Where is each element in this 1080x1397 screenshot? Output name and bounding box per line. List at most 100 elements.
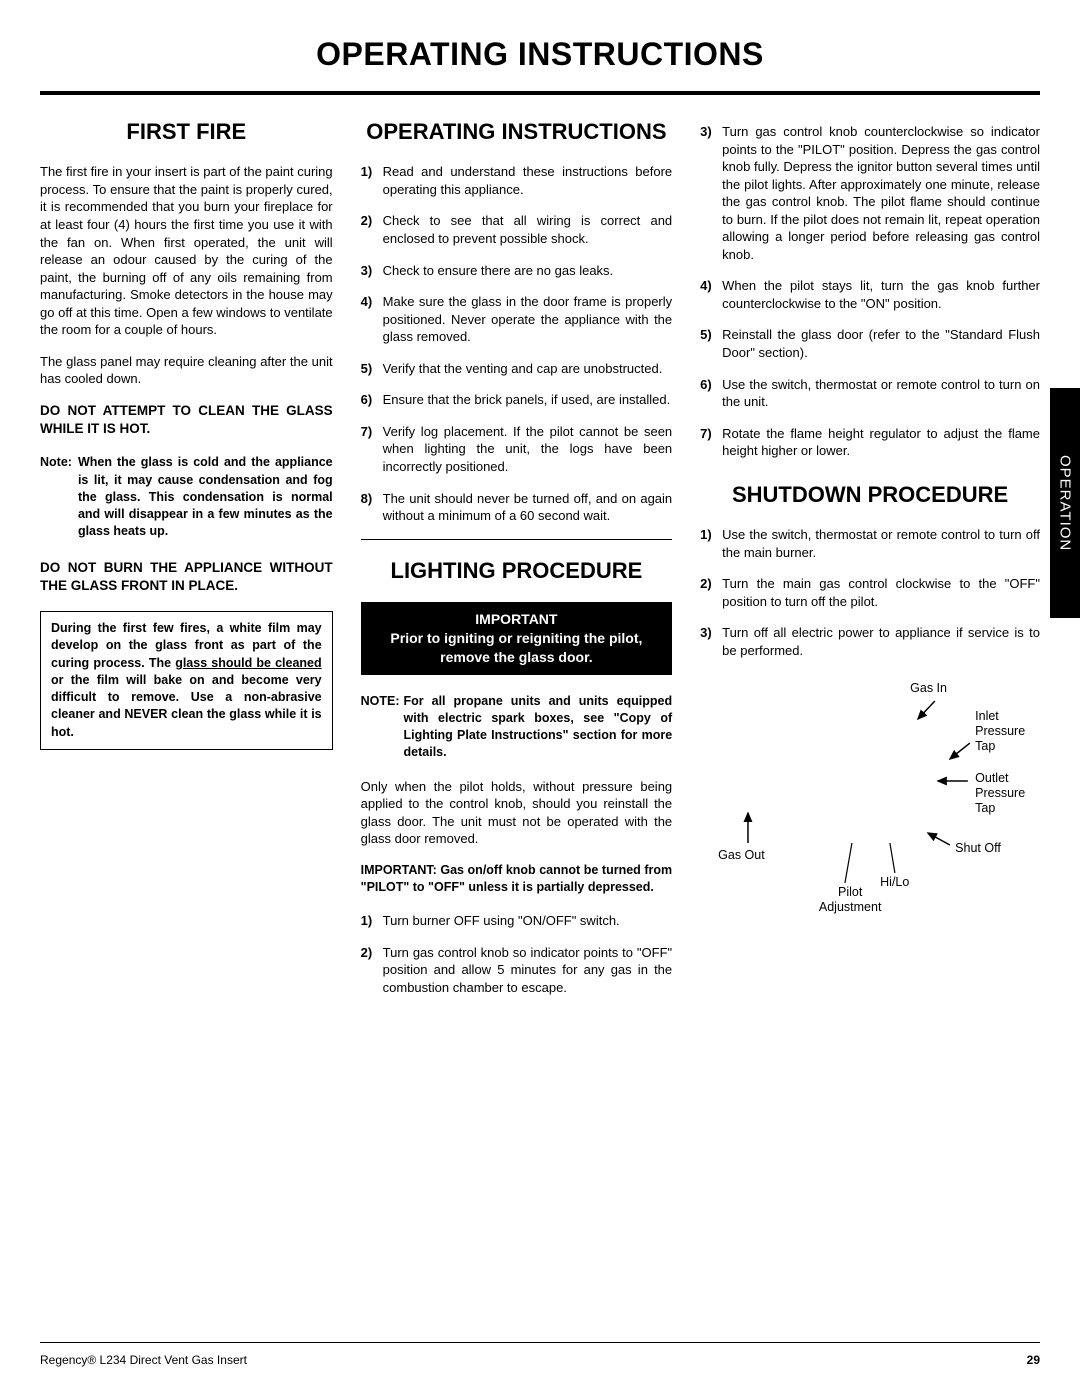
note-text: When the glass is cold and the appliance… bbox=[78, 454, 333, 540]
important-body: Prior to igniting or reigniting the pilo… bbox=[390, 630, 642, 665]
list-number: 4) bbox=[700, 277, 722, 312]
boxed-underline: glass should be cleaned bbox=[175, 656, 321, 670]
list-item: 2)Turn the main gas control clockwise to… bbox=[700, 575, 1040, 610]
list-item: 6)Use the switch, thermostat or remote c… bbox=[700, 376, 1040, 411]
operating-heading: OPERATING INSTRUCTIONS bbox=[361, 119, 673, 145]
list-item: 3)Check to ensure there are no gas leaks… bbox=[361, 262, 673, 280]
list-text: Turn gas control knob counterclockwise s… bbox=[722, 123, 1040, 263]
list-text: Turn the main gas control clockwise to t… bbox=[722, 575, 1040, 610]
boxed-b: or the film will bake on and become very… bbox=[51, 673, 322, 739]
lighting-note: NOTE: For all propane units and units eq… bbox=[361, 693, 673, 762]
label-inlet: Inlet Pressure Tap bbox=[975, 709, 1035, 754]
label-shutoff: Shut Off bbox=[955, 841, 1001, 855]
page-title: OPERATING INSTRUCTIONS bbox=[40, 36, 1040, 73]
list-item: 5)Reinstall the glass door (refer to the… bbox=[700, 326, 1040, 361]
list-number: 1) bbox=[361, 163, 383, 198]
list-text: Check to ensure there are no gas leaks. bbox=[383, 262, 673, 280]
footer: Regency® L234 Direct Vent Gas Insert 29 bbox=[40, 1353, 1040, 1367]
list-text: Check to see that all wiring is correct … bbox=[383, 212, 673, 247]
divider-1 bbox=[361, 539, 673, 540]
list-text: Read and understand these instructions b… bbox=[383, 163, 673, 198]
side-tab: OPERATION bbox=[1050, 388, 1080, 618]
list-text: Turn off all electric power to appliance… bbox=[722, 624, 1040, 659]
label-pilot-adj-text: Pilot Adjustment bbox=[810, 885, 890, 915]
columns: FIRST FIRE The first fire in your insert… bbox=[40, 119, 1040, 1011]
note-label: Note: bbox=[40, 454, 78, 540]
list-text: Verify that the venting and cap are unob… bbox=[383, 360, 673, 378]
lighting-impnote: IMPORTANT: Gas on/off knob cannot be tur… bbox=[361, 862, 673, 897]
list-number: 6) bbox=[361, 391, 383, 409]
footer-page: 29 bbox=[1027, 1353, 1040, 1367]
list-item: 3)Turn gas control knob counterclockwise… bbox=[700, 123, 1040, 263]
list-item: 6)Ensure that the brick panels, if used,… bbox=[361, 391, 673, 409]
list-number: 2) bbox=[361, 944, 383, 997]
top-rule bbox=[40, 91, 1040, 95]
list-item: 1)Use the switch, thermostat or remote c… bbox=[700, 526, 1040, 561]
label-outlet-text: Outlet Pressure Tap bbox=[975, 771, 1035, 816]
list-item: 1)Turn burner OFF using "ON/OFF" switch. bbox=[361, 912, 673, 930]
column-operating: OPERATING INSTRUCTIONS 1)Read and unders… bbox=[361, 119, 673, 1011]
page: OPERATING INSTRUCTIONS FIRST FIRE The fi… bbox=[0, 0, 1080, 1397]
list-text: Verify log placement. If the pilot canno… bbox=[383, 423, 673, 476]
list-item: 1)Read and understand these instructions… bbox=[361, 163, 673, 198]
first-fire-p1: The first fire in your insert is part of… bbox=[40, 163, 333, 338]
list-item: 4)Make sure the glass in the door frame … bbox=[361, 293, 673, 346]
list-number: 2) bbox=[700, 575, 722, 610]
list-item: 2)Turn gas control knob so indicator poi… bbox=[361, 944, 673, 997]
list-text: Make sure the glass in the door frame is… bbox=[383, 293, 673, 346]
shutdown-heading: SHUTDOWN PROCEDURE bbox=[700, 482, 1040, 508]
list-item: 7)Rotate the flame height regulator to a… bbox=[700, 425, 1040, 460]
list-number: 2) bbox=[361, 212, 383, 247]
list-number: 8) bbox=[361, 490, 383, 525]
list-text: Ensure that the brick panels, if used, a… bbox=[383, 391, 673, 409]
list-number: 3) bbox=[700, 123, 722, 263]
first-fire-boxed: During the first few fires, a white film… bbox=[40, 611, 333, 750]
important-header: IMPORTANT bbox=[367, 610, 667, 629]
first-fire-warn1: DO NOT ATTEMPT TO CLEAN THE GLASS WHILE … bbox=[40, 402, 333, 438]
list-number: 7) bbox=[700, 425, 722, 460]
list-item: 8)The unit should never be turned off, a… bbox=[361, 490, 673, 525]
label-gas-in: Gas In bbox=[910, 681, 947, 695]
list-number: 4) bbox=[361, 293, 383, 346]
label-inlet-text: Inlet Pressure Tap bbox=[975, 709, 1035, 754]
lighting-heading: LIGHTING PROCEDURE bbox=[361, 558, 673, 584]
list-text: When the pilot stays lit, turn the gas k… bbox=[722, 277, 1040, 312]
first-fire-p2: The glass panel may require cleaning aft… bbox=[40, 353, 333, 388]
column-first-fire: FIRST FIRE The first fire in your insert… bbox=[40, 119, 333, 1011]
list-number: 5) bbox=[700, 326, 722, 361]
list-number: 3) bbox=[361, 262, 383, 280]
lighting-list-37: 3)Turn gas control knob counterclockwise… bbox=[700, 123, 1040, 460]
lighting-note-label: NOTE: bbox=[361, 693, 404, 762]
list-text: The unit should never be turned off, and… bbox=[383, 490, 673, 525]
list-text: Reinstall the glass door (refer to the "… bbox=[722, 326, 1040, 361]
list-text: Use the switch, thermostat or remote con… bbox=[722, 376, 1040, 411]
list-text: Use the switch, thermostat or remote con… bbox=[722, 526, 1040, 561]
column-right: 3)Turn gas control knob counterclockwise… bbox=[700, 119, 1040, 1011]
list-number: 1) bbox=[361, 912, 383, 930]
lighting-p1: Only when the pilot holds, without press… bbox=[361, 778, 673, 848]
label-pilot-adj: Pilot Adjustment bbox=[810, 885, 890, 915]
list-item: 3)Turn off all electric power to applian… bbox=[700, 624, 1040, 659]
shutdown-list: 1)Use the switch, thermostat or remote c… bbox=[700, 526, 1040, 659]
lighting-note-text: For all propane units and units equipped… bbox=[404, 693, 673, 762]
list-item: 2)Check to see that all wiring is correc… bbox=[361, 212, 673, 247]
list-number: 3) bbox=[700, 624, 722, 659]
side-tab-label: OPERATION bbox=[1057, 455, 1074, 551]
list-text: Turn gas control knob so indicator point… bbox=[383, 944, 673, 997]
important-box: IMPORTANT Prior to igniting or reignitin… bbox=[361, 602, 673, 675]
list-number: 5) bbox=[361, 360, 383, 378]
list-text: Rotate the flame height regulator to adj… bbox=[722, 425, 1040, 460]
list-item: 5)Verify that the venting and cap are un… bbox=[361, 360, 673, 378]
footer-left: Regency® L234 Direct Vent Gas Insert bbox=[40, 1353, 247, 1367]
list-text: Turn burner OFF using "ON/OFF" switch. bbox=[383, 912, 673, 930]
operating-list: 1)Read and understand these instructions… bbox=[361, 163, 673, 524]
first-fire-note: Note: When the glass is cold and the app… bbox=[40, 454, 333, 540]
first-fire-warn2: DO NOT BURN THE APPLIANCE WITHOUT THE GL… bbox=[40, 559, 333, 595]
list-item: 7)Verify log placement. If the pilot can… bbox=[361, 423, 673, 476]
label-outlet: Outlet Pressure Tap bbox=[975, 771, 1035, 816]
valve-diagram: Gas In Inlet Pressure Tap Outlet Pressur… bbox=[700, 673, 1040, 923]
list-number: 6) bbox=[700, 376, 722, 411]
label-hilo: Hi/Lo bbox=[880, 875, 909, 889]
list-number: 1) bbox=[700, 526, 722, 561]
footer-rule bbox=[40, 1342, 1040, 1343]
